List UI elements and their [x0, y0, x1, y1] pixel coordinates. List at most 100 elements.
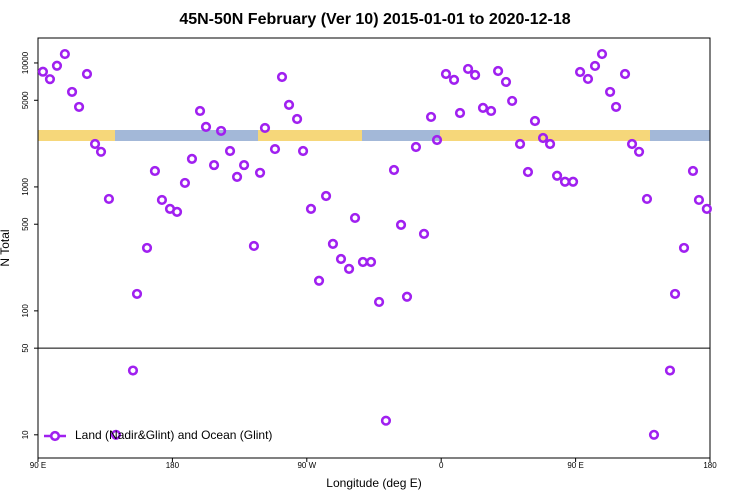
point	[320, 190, 332, 202]
point	[127, 365, 139, 376]
point	[305, 203, 317, 214]
point	[529, 115, 541, 127]
point	[254, 167, 266, 178]
point	[259, 122, 271, 134]
y-axis-label: N Total	[0, 229, 12, 266]
point	[492, 65, 504, 77]
point	[610, 101, 622, 113]
y-tick-label: 10000	[21, 51, 30, 74]
point	[477, 102, 489, 113]
x-tick-label: 180	[703, 461, 717, 470]
point	[73, 101, 85, 113]
point	[51, 60, 63, 71]
plot-frame	[37, 37, 711, 459]
point	[179, 177, 191, 189]
point	[95, 146, 107, 157]
point	[448, 74, 460, 86]
point	[507, 95, 518, 107]
point	[208, 159, 220, 171]
point	[425, 111, 437, 123]
point	[626, 138, 638, 150]
legend-label: Land (Nadir&Glint) and Ocean (Glint)	[75, 428, 272, 442]
point	[664, 365, 676, 376]
point	[380, 415, 392, 426]
point	[514, 138, 526, 150]
point	[485, 105, 497, 117]
point	[589, 60, 601, 72]
point	[103, 193, 115, 205]
point	[215, 125, 227, 137]
point	[194, 105, 206, 117]
point	[596, 48, 608, 60]
chart-title: 45N-50N February (Ver 10) 2015-01-01 to …	[179, 11, 570, 28]
point	[388, 164, 400, 176]
point	[687, 165, 699, 177]
point	[186, 153, 198, 164]
x-axis-label: Longitude (deg E)	[326, 476, 421, 490]
point	[269, 143, 281, 155]
point	[669, 288, 681, 300]
point	[619, 68, 631, 80]
y-tick-label: 100	[21, 304, 30, 318]
ocean-band	[362, 130, 440, 141]
x-tick-label: 0	[439, 461, 444, 470]
point	[171, 206, 183, 217]
ocean-band	[115, 130, 258, 141]
point	[66, 86, 78, 98]
point	[313, 275, 325, 286]
point	[678, 242, 690, 254]
point	[248, 240, 260, 252]
y-tick-label: 10	[21, 430, 30, 439]
point	[537, 132, 549, 144]
point	[44, 74, 56, 85]
point	[343, 263, 355, 275]
point	[357, 256, 369, 268]
point	[297, 145, 309, 157]
point	[291, 113, 303, 125]
point	[200, 121, 212, 132]
point	[604, 86, 616, 98]
x-tick-label: 90 W	[297, 461, 316, 470]
point	[544, 138, 556, 150]
land-band	[258, 130, 362, 141]
point	[567, 176, 579, 187]
x-tick-label: 180	[166, 461, 180, 470]
ocean-band	[650, 130, 710, 141]
point	[469, 69, 481, 81]
point	[641, 193, 653, 205]
point	[648, 429, 660, 440]
point	[283, 99, 295, 110]
point	[582, 73, 594, 85]
x-tick-label: 90 E	[567, 461, 583, 470]
y-tick-label: 50	[21, 343, 30, 352]
y-tick-label: 1000	[21, 177, 30, 195]
land-band	[38, 130, 115, 141]
point	[701, 203, 712, 214]
point	[89, 138, 101, 150]
point	[349, 212, 361, 224]
point	[141, 242, 153, 254]
point	[335, 253, 347, 265]
point	[59, 48, 70, 60]
point	[454, 107, 466, 119]
point	[410, 141, 422, 153]
point	[522, 166, 534, 178]
point	[500, 76, 512, 88]
point	[231, 171, 243, 182]
point	[276, 71, 288, 83]
point	[224, 145, 236, 157]
point	[574, 66, 586, 78]
point	[440, 68, 452, 80]
point	[238, 159, 250, 171]
x-tick-label: 90 E	[30, 461, 46, 470]
point	[551, 170, 563, 181]
land-ocean-strip	[38, 130, 710, 141]
point	[156, 194, 168, 206]
point	[365, 256, 377, 268]
legend-marker	[49, 430, 61, 442]
point	[327, 238, 339, 249]
point	[431, 134, 443, 146]
point	[462, 63, 474, 75]
point	[149, 165, 161, 177]
